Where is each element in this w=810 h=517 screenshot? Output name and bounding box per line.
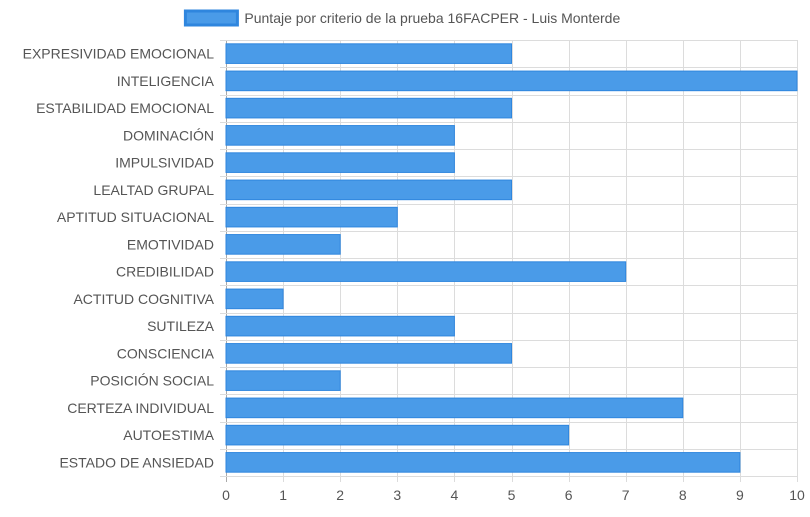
category-label: APTITUD SITUACIONAL [57,209,214,225]
bar-certeza-individual[interactable] [225,397,684,419]
x-axis-labels: 0 1 2 3 4 5 6 7 8 9 10 [222,487,805,503]
category-label: INTELIGENCIA [117,73,215,89]
x-tick-label-6: 6 [565,487,573,503]
category-label: LEALTAD GRUPAL [93,182,214,198]
bar-sutileza[interactable] [225,315,455,337]
category-label: IMPULSIVIDAD [115,155,214,171]
category-label: CREDIBILIDAD [116,264,214,280]
bar-lealtad-grupal[interactable] [225,179,512,201]
legend[interactable]: Puntaje por criterio de la prueba 16FACP… [183,9,620,27]
x-tick-label-7: 7 [622,487,630,503]
x-tick-label-8: 8 [679,487,687,503]
category-label: DOMINACIÓN [123,127,214,143]
x-tick-label-5: 5 [508,487,516,503]
category-label: SUTILEZA [147,318,215,334]
category-label: EXPRESIVIDAD EMOCIONAL [23,46,215,62]
category-label: ESTABILIDAD EMOCIONAL [36,100,214,116]
category-label: EMOTIVIDAD [127,236,214,252]
category-label: CERTEZA INDIVIDUAL [67,400,214,416]
bar-autoestima[interactable] [225,424,570,446]
bar-dominación[interactable] [225,125,455,146]
bar-expresividad-emocional[interactable] [225,43,512,64]
category-label: AUTOESTIMA [123,427,214,443]
category-label: POSICIÓN SOCIAL [90,373,214,389]
bar-credibilidad[interactable] [225,261,627,282]
bar-consciencia[interactable] [225,343,512,364]
bar-estabilidad-emocional[interactable] [225,97,512,119]
category-label: ACTITUD COGNITIVA [73,291,214,307]
x-tick-label-0: 0 [222,487,230,503]
category-label: ESTADO DE ANSIEDAD [59,454,214,470]
legend-swatch[interactable] [183,9,239,27]
x-tick-label-10: 10 [789,487,805,503]
bar-aptitud-situacional[interactable] [225,206,398,228]
legend-label[interactable]: Puntaje por criterio de la prueba 16FACP… [244,10,620,26]
x-tick-label-1: 1 [279,487,287,503]
x-tick-label-4: 4 [451,487,459,503]
bar-posición-social[interactable] [225,370,341,391]
bar-emotividad[interactable] [225,234,341,255]
bar-impulsividad[interactable] [225,152,455,173]
bars-group [225,43,798,473]
bar-inteligencia[interactable] [225,70,798,92]
x-tick-label-2: 2 [336,487,344,503]
bar-estado-de-ansiedad[interactable] [225,452,741,473]
grid-lines [220,40,798,482]
bar-actitud-cognitiva[interactable] [225,288,284,310]
x-tick-label-9: 9 [736,487,744,503]
y-axis-labels: EXPRESIVIDAD EMOCIONAL INTELIGENCIA ESTABI… [23,46,215,471]
category-label: CONSCIENCIA [117,345,215,361]
x-tick-label-3: 3 [393,487,401,503]
